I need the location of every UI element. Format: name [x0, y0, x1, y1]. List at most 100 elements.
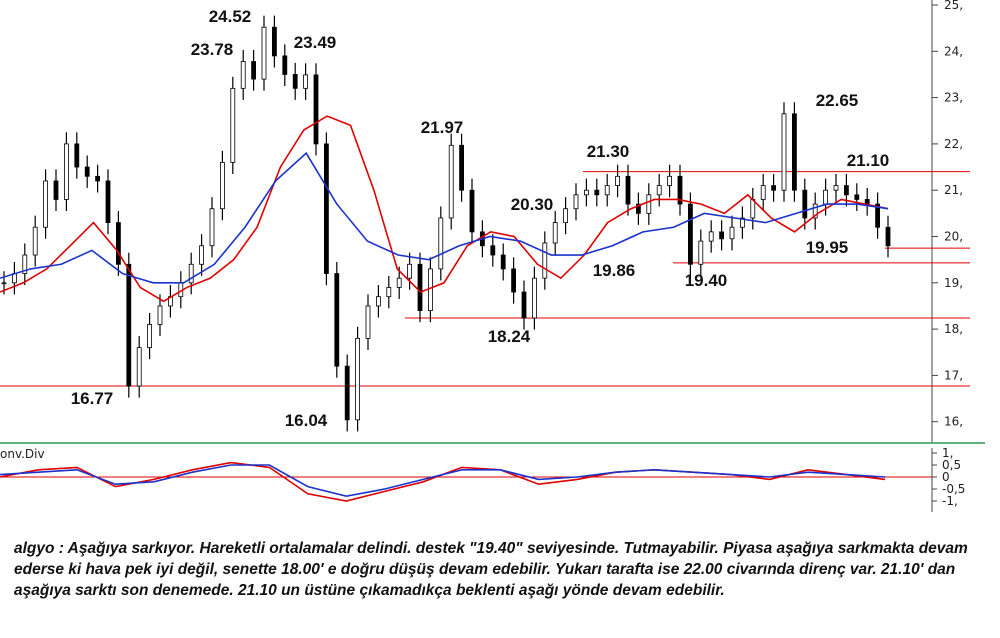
candle-body: [771, 185, 776, 191]
y-tick-label: 24,: [944, 44, 963, 58]
indicator-title: onv.Div: [0, 447, 45, 461]
candle-body: [188, 263, 194, 284]
candle-body: [875, 203, 880, 228]
candle-body: [469, 189, 475, 233]
price-annotation: 21.10: [847, 151, 890, 170]
candle-body: [604, 185, 610, 196]
candle-body: [126, 263, 132, 387]
candle-body: [407, 263, 413, 279]
candle-body: [417, 263, 423, 311]
candle-body: [781, 113, 787, 191]
candle-body: [864, 199, 870, 205]
candle-body: [271, 26, 277, 57]
indicator-tick-label: -0,5: [942, 482, 965, 496]
candle-body: [438, 217, 444, 270]
candle-body: [157, 305, 163, 325]
candle-body: [511, 268, 517, 293]
candle-body: [792, 113, 797, 191]
candle-body: [594, 189, 600, 196]
candle-body: [32, 226, 38, 256]
candle-body: [375, 296, 381, 307]
candle-body: [563, 208, 568, 224]
candle-body: [667, 175, 672, 186]
candle-body: [261, 26, 267, 80]
candle-body: [490, 245, 496, 256]
candle-body: [313, 74, 319, 145]
price-annotation: 18.24: [488, 327, 531, 346]
candle-body: [199, 245, 205, 265]
candle-body: [386, 287, 392, 298]
commentary-text: algyo : Aşağıya sarkıyor. Hareketli orta…: [14, 540, 968, 599]
candle-body: [209, 208, 215, 247]
candle-body: [677, 175, 683, 205]
candle-body: [303, 74, 309, 89]
candle-body: [885, 226, 891, 247]
candle-body: [448, 144, 454, 219]
candle-body: [230, 87, 236, 163]
candle-body: [740, 217, 745, 228]
candle-body: [334, 273, 340, 367]
y-tick-label: 17,: [944, 368, 963, 382]
candle-body: [646, 194, 652, 214]
indicator-line-red: [0, 461, 886, 502]
candle-body: [1, 282, 7, 285]
candle-body: [240, 61, 246, 89]
candle-body: [760, 185, 766, 200]
price-annotation: 23.78: [191, 40, 234, 59]
price-annotation: 22.65: [816, 91, 859, 110]
candle-body: [636, 203, 641, 214]
candle-body: [84, 166, 90, 177]
price-annotation: 19.40: [685, 271, 728, 290]
candle-body: [344, 365, 350, 421]
indicator-tick-label: 0: [942, 470, 950, 484]
candle-body: [542, 242, 548, 279]
candle-body: [396, 277, 402, 288]
candle-body: [823, 189, 828, 205]
price-annotation: 19.95: [806, 238, 849, 257]
candle-body: [459, 144, 465, 191]
candle-body: [719, 231, 724, 240]
indicator-tick-label: -1,: [942, 494, 958, 508]
indicator-tick-label: 0,5: [942, 458, 961, 472]
candle-body: [802, 189, 808, 219]
candle-body: [22, 254, 28, 274]
indicator-line-blue: [0, 464, 886, 498]
y-tick-label: 25,: [944, 0, 963, 12]
candle-body: [615, 175, 620, 186]
candle-body: [844, 185, 849, 196]
indicator-panel: 1,0,50-0,5-1, onv.Div: [0, 446, 965, 512]
y-tick-label: 22,: [944, 137, 963, 151]
moving-average-red: [0, 115, 889, 303]
candle-body: [698, 240, 704, 265]
candle-body: [251, 61, 257, 80]
candle-body: [812, 203, 818, 219]
candle-body: [292, 74, 298, 89]
candle-body: [323, 143, 329, 274]
candle-body: [573, 194, 579, 210]
indicator-tick-label: 1,: [942, 446, 953, 460]
price-annotation: 16.77: [71, 389, 114, 408]
candle-body: [136, 347, 142, 387]
candle-body: [833, 185, 839, 191]
candle-body: [43, 180, 48, 228]
moving-average-blue: [0, 151, 889, 284]
y-tick-label: 23,: [944, 91, 963, 105]
candle-body: [656, 185, 662, 196]
candle-body: [147, 324, 153, 349]
candle-body: [584, 189, 589, 196]
price-annotation: 21.97: [421, 118, 464, 137]
y-tick-label: 20,: [944, 230, 963, 244]
candle-body: [116, 222, 121, 265]
candle-body: [105, 180, 111, 224]
candle-body: [64, 143, 69, 200]
candle-body: [688, 203, 693, 265]
price-annotation: 24.52: [209, 7, 252, 26]
y-tick-label: 18,: [944, 322, 963, 336]
price-annotation: 20.30: [511, 195, 554, 214]
candle-body: [95, 175, 100, 182]
candle-body: [427, 268, 433, 311]
candle-body: [365, 305, 371, 339]
candle-body: [729, 226, 735, 240]
y-tick-label: 16,: [944, 415, 963, 429]
price-panel: 25, 24, 23, 22, 21, 20, 19, 18, 17, 16, 24.52 23.78…: [0, 0, 985, 444]
